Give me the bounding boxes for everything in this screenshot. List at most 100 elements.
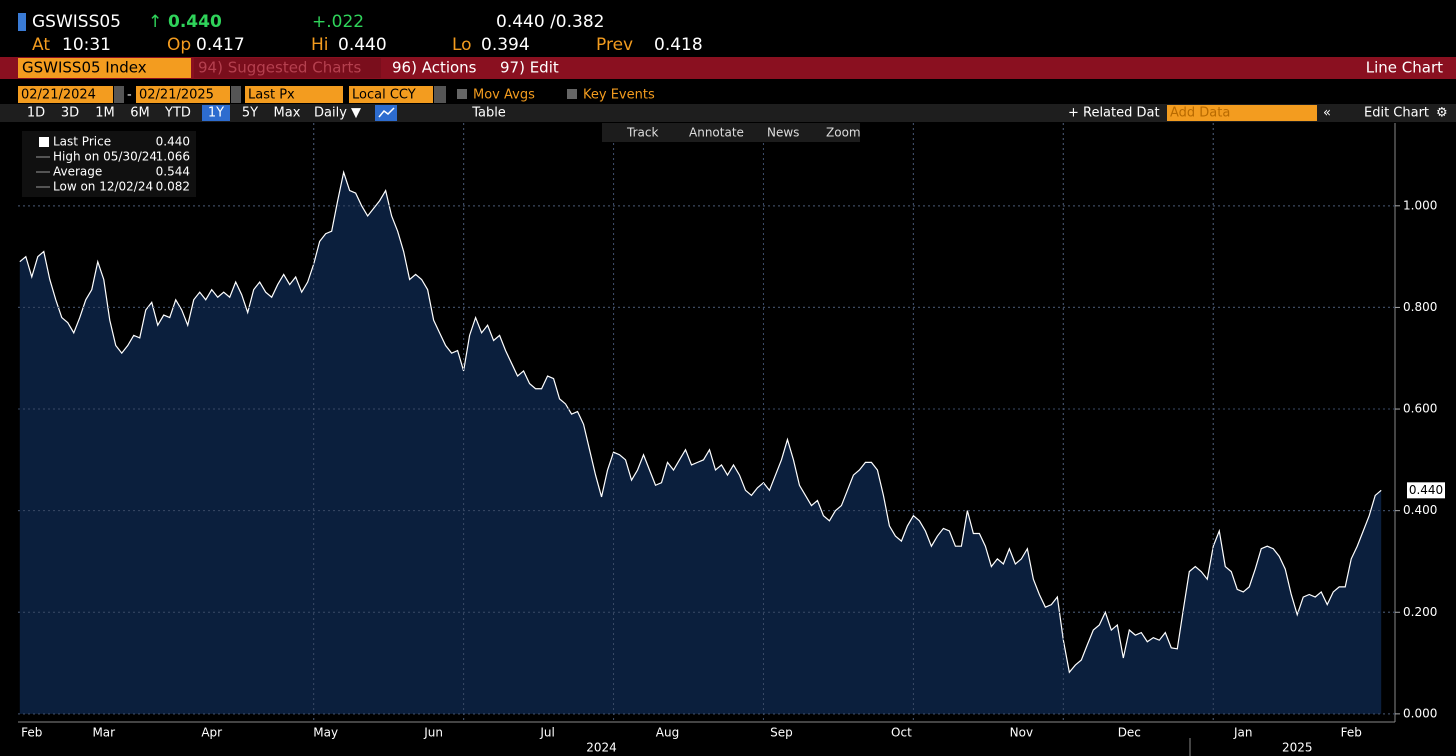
range-button[interactable]: 1D: [27, 106, 45, 121]
table-button[interactable]: Table: [471, 106, 506, 121]
x-tick-label: Jun: [423, 726, 443, 740]
menu-bg[interactable]: [388, 58, 491, 78]
add-data[interactable]: Add Data: [1170, 106, 1230, 121]
settings-icon[interactable]: ⚙: [1436, 106, 1448, 121]
change: +.022: [312, 12, 364, 32]
dropdown[interactable]: [434, 86, 446, 103]
line-icon: [378, 107, 395, 118]
plus-icon[interactable]: +: [1068, 106, 1079, 121]
range-button[interactable]: 5Y: [242, 106, 258, 121]
legend-value: 1.066: [156, 150, 190, 164]
range-active[interactable]: [202, 105, 230, 121]
last-price-box: [1407, 482, 1445, 499]
field-label: Prev: [596, 35, 633, 55]
menu[interactable]: 94) Suggested Charts: [198, 59, 361, 77]
field-label: Lo: [452, 35, 472, 55]
calendar-icon[interactable]: [231, 86, 241, 103]
field-value: 0.418: [654, 35, 703, 55]
legend-label: Average: [53, 165, 102, 179]
range-button[interactable]: Max: [274, 106, 301, 121]
security[interactable]: GSWISS05 Index: [22, 59, 147, 77]
field[interactable]: Last Px: [248, 88, 295, 103]
edit-chart[interactable]: Edit Chart: [1364, 106, 1429, 121]
bid-ask: 0.440 /0.382: [496, 12, 604, 32]
tool-button[interactable]: News: [767, 126, 799, 140]
x-tick-label: Jan: [1233, 726, 1253, 740]
y-tick-label: 0.400: [1403, 503, 1437, 517]
option[interactable]: Mov Avgs: [473, 88, 535, 103]
legend-value: 0.544: [156, 165, 190, 179]
x-tick-label: Mar: [92, 726, 115, 740]
currency[interactable]: Local CCY: [352, 88, 416, 103]
menu[interactable]: 96) Actions: [392, 59, 477, 77]
collapse-icon[interactable]: «: [1323, 106, 1331, 121]
y-tick-label: 0.800: [1403, 300, 1437, 314]
field-box[interactable]: [245, 86, 343, 103]
menu-bg[interactable]: [194, 58, 381, 78]
ticker: GSWISS05: [32, 12, 121, 32]
date-dash: -: [127, 88, 132, 103]
field-label: Op: [167, 35, 191, 55]
y-tick-label: 0.000: [1403, 706, 1437, 720]
last-price: 0.440: [168, 12, 222, 32]
add-data-box[interactable]: [1167, 105, 1317, 121]
legend-value: 0.082: [156, 180, 190, 194]
tool-button[interactable]: Annotate: [689, 126, 744, 140]
range-button[interactable]: YTD: [164, 106, 191, 121]
y-tick-label: 1.000: [1403, 198, 1437, 212]
checkbox[interactable]: [567, 89, 577, 99]
y-tick-label: 0.200: [1403, 605, 1437, 619]
x-tick-label: Nov: [1010, 726, 1033, 740]
field-label: At: [32, 35, 50, 55]
field-label: Hi: [311, 35, 329, 55]
area: [19, 172, 1382, 714]
end-date-box[interactable]: [136, 86, 230, 103]
security-box[interactable]: [18, 58, 191, 78]
frequency[interactable]: Daily ▼: [314, 106, 361, 121]
chart-tools: [602, 123, 860, 142]
option[interactable]: Key Events: [583, 88, 655, 103]
field-value: 0.394: [481, 35, 530, 55]
legend-label: High on 05/30/24: [53, 150, 157, 164]
range-button[interactable]: 1M: [95, 106, 115, 121]
legend-swatch: [39, 137, 49, 147]
up-arrow: ↑: [148, 12, 162, 32]
end-date[interactable]: 02/21/2025: [139, 88, 214, 103]
menu-bg[interactable]: [496, 58, 571, 78]
start-date[interactable]: 02/21/2024: [21, 88, 96, 103]
related-data[interactable]: Related Dat: [1083, 106, 1160, 121]
year-label: 2025: [1282, 741, 1313, 755]
range-bar: [0, 104, 1456, 122]
ticker-marker: [18, 13, 26, 31]
x-tick-label: Aug: [656, 726, 679, 740]
tool-button[interactable]: Zoom: [826, 126, 861, 140]
year-label: 2024: [586, 741, 617, 755]
range-button[interactable]: 6M: [130, 106, 150, 121]
x-tick-label: Jul: [539, 726, 554, 740]
x-tick-label: Feb: [21, 726, 42, 740]
x-tick-label: Feb: [1341, 726, 1362, 740]
x-tick-label: May: [313, 726, 338, 740]
field-value: 10:31: [62, 35, 111, 55]
legend-box: [22, 131, 196, 197]
legend-label: Low on 12/02/24: [53, 180, 153, 194]
x-tick-label: Sep: [770, 726, 793, 740]
y-tick-label: 0.600: [1403, 402, 1437, 416]
start-date-box[interactable]: [18, 86, 113, 103]
calendar-icon[interactable]: [114, 86, 124, 103]
range-button[interactable]: 3D: [61, 106, 79, 121]
field-value: 0.440: [338, 35, 387, 55]
line: [19, 169, 1382, 674]
x-tick-label: Oct: [891, 726, 912, 740]
legend-label: Last Price: [53, 135, 111, 149]
field-value: 0.417: [196, 35, 245, 55]
x-tick-label: Dec: [1118, 726, 1141, 740]
checkbox[interactable]: [457, 89, 467, 99]
menu[interactable]: 97) Edit: [500, 59, 559, 77]
legend-value: 0.440: [156, 135, 190, 149]
range-button[interactable]: 1Y: [208, 106, 224, 121]
last-price-label: 0.440: [1409, 483, 1443, 497]
tool-button[interactable]: Track: [626, 126, 658, 140]
currency-box[interactable]: [349, 86, 433, 103]
